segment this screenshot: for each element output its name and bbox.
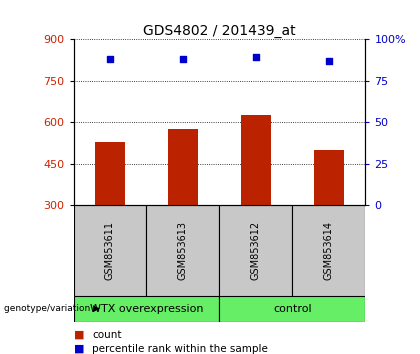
Text: ■: ■ (74, 330, 84, 339)
Bar (74, 296, 220, 322)
Bar (168, 129, 197, 205)
Point (326, 58, 332, 63)
Point (180, 56, 186, 62)
Text: genotype/variation ▶: genotype/variation ▶ (4, 304, 100, 313)
Bar (220, 205, 292, 296)
Text: control: control (273, 304, 312, 314)
Point (107, 56, 113, 62)
Bar (314, 150, 344, 205)
Text: count: count (92, 330, 122, 339)
Text: GSM853612: GSM853612 (251, 221, 261, 280)
Text: GSM853611: GSM853611 (105, 221, 115, 280)
Bar (74, 205, 147, 296)
Text: GSM853614: GSM853614 (324, 221, 334, 280)
Title: GDS4802 / 201439_at: GDS4802 / 201439_at (143, 24, 296, 38)
Bar (95, 142, 125, 205)
Text: GSM853613: GSM853613 (178, 221, 188, 280)
Text: percentile rank within the sample: percentile rank within the sample (92, 344, 268, 354)
Bar (241, 115, 270, 205)
Text: ■: ■ (74, 344, 84, 354)
Text: WTX overexpression: WTX overexpression (90, 304, 203, 314)
Bar (220, 296, 365, 322)
Bar (292, 205, 365, 296)
Point (252, 55, 259, 60)
Bar (147, 205, 220, 296)
